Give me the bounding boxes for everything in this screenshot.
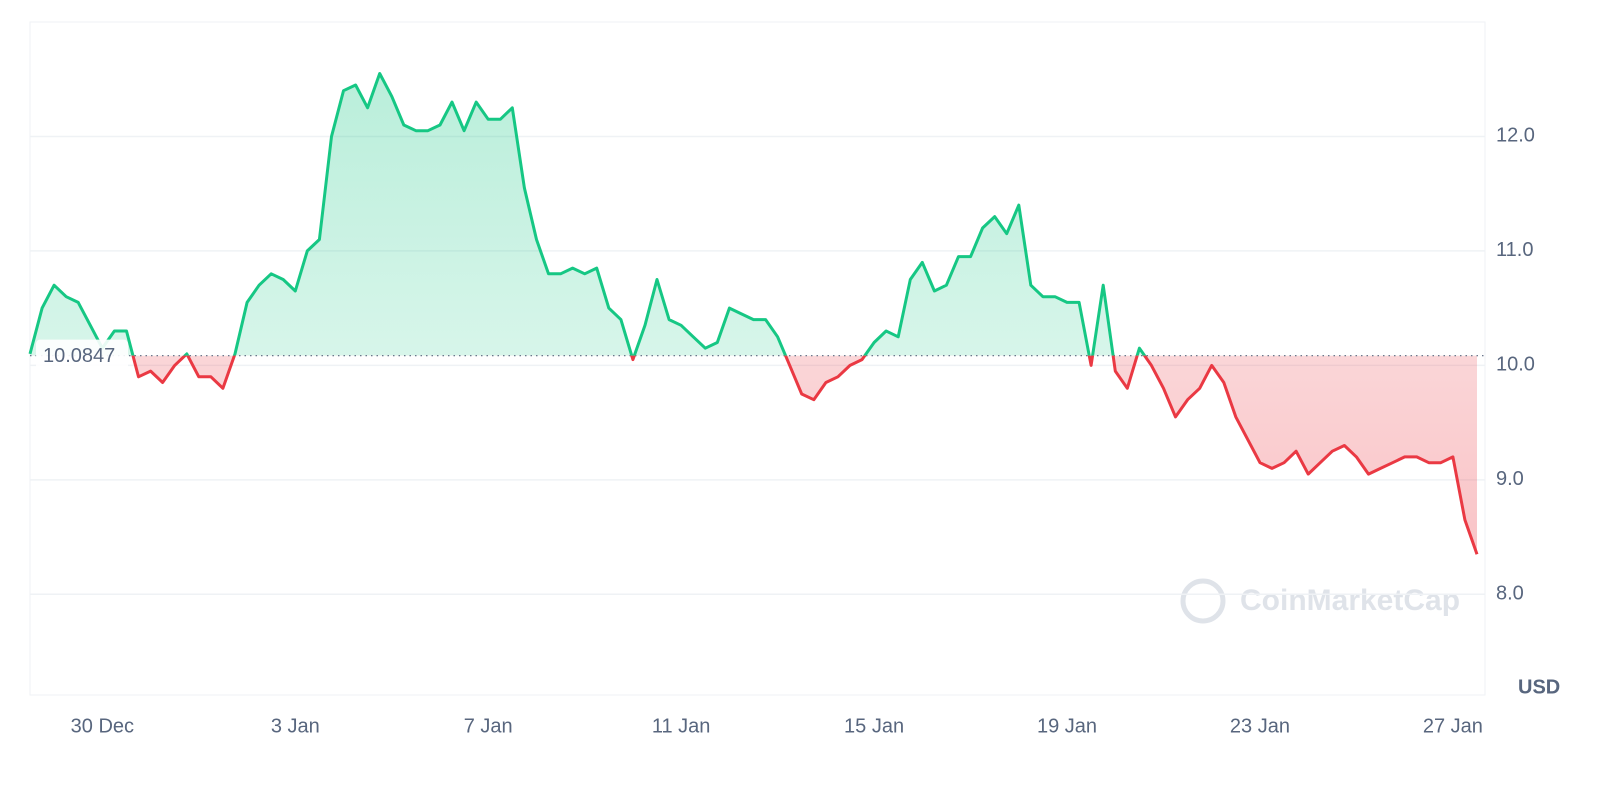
- y-tick-label: 10.0: [1496, 354, 1535, 376]
- baseline-label: 10.0847: [43, 345, 115, 367]
- watermark: CoinMarketCap: [1180, 578, 1460, 624]
- unit-label: USD: [1518, 676, 1560, 698]
- price-line-up: [28, 72, 1147, 356]
- baseline-label-bg: [36, 339, 128, 372]
- area-up: [30, 73, 1145, 356]
- y-tick-label: 8.0: [1496, 583, 1524, 605]
- y-tick-label: 12.0: [1496, 125, 1535, 147]
- x-tick-label: 27 Jan: [1423, 715, 1483, 737]
- price-line-down: [131, 355, 1479, 555]
- watermark-text: CoinMarketCap: [1240, 584, 1460, 617]
- x-tick-label: 3 Jan: [271, 715, 320, 737]
- x-tick-label: 23 Jan: [1230, 715, 1290, 737]
- area-down: [30, 355, 1477, 555]
- y-tick-label: 11.0: [1496, 239, 1533, 261]
- x-tick-label: 15 Jan: [844, 715, 904, 737]
- x-tick-label: 19 Jan: [1037, 715, 1097, 737]
- y-tick-label: 9.0: [1496, 468, 1524, 490]
- x-tick-label: 30 Dec: [71, 715, 134, 737]
- x-tick-label: 7 Jan: [464, 715, 513, 737]
- plot-frame: [29, 21, 1486, 696]
- x-tick-label: 11 Jan: [652, 715, 711, 737]
